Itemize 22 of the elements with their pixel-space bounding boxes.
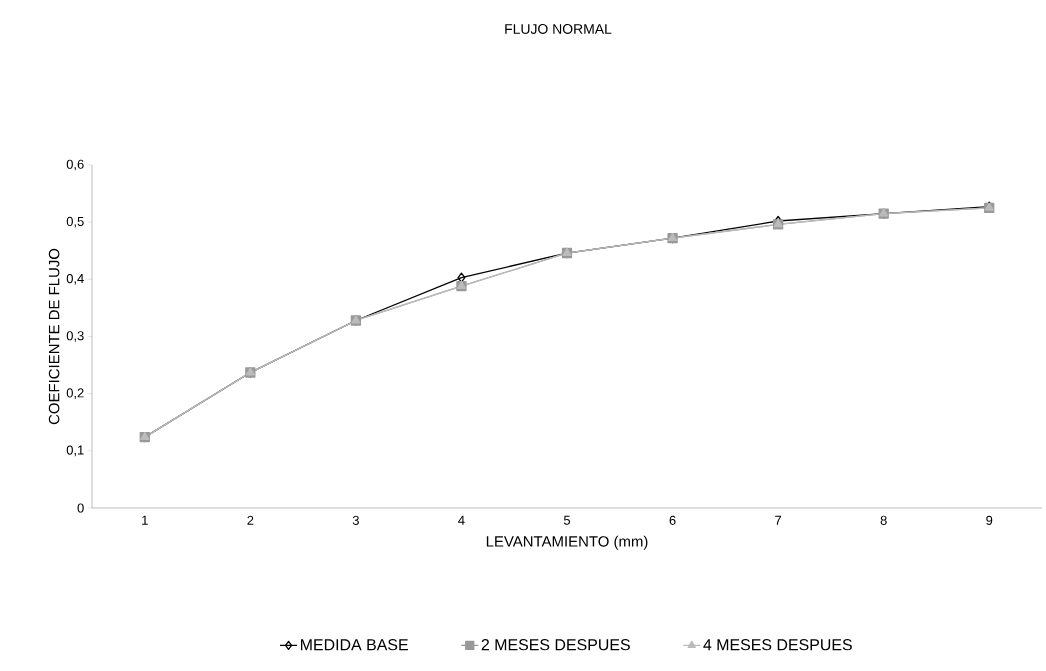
x-tick-label: 6 — [669, 515, 676, 525]
y-tick-label: 0,2 — [66, 388, 84, 399]
x-tick-label: 3 — [352, 515, 359, 525]
x-tick-label: 9 — [986, 515, 993, 525]
y-tick-label: 0,3 — [66, 331, 84, 342]
legend-label: MEDIDA BASE — [300, 639, 408, 651]
y-axis-title: COEFICIENTE DE FLUJO — [48, 248, 60, 425]
x-tick-label: 1 — [142, 515, 148, 525]
y-tick-label: 0,1 — [66, 445, 84, 457]
y-tick-label: 0,5 — [66, 216, 84, 228]
y-tick-label: 0,6 — [66, 159, 84, 171]
x-tick-label: 8 — [880, 515, 887, 525]
chart-title: FLUJO NORMAL — [505, 24, 612, 34]
legend-label: 2 MESES DESPUES — [481, 639, 630, 651]
x-axis-title: LEVANTAMIENTO (mm) — [486, 535, 648, 550]
y-tick-label: 0,4 — [66, 273, 84, 285]
x-tick-label: 5 — [563, 515, 571, 525]
legend-label: 4 MESES DESPUES — [703, 639, 852, 651]
y-tick-label: 0 — [77, 503, 84, 513]
x-tick-label: 4 — [458, 515, 465, 525]
x-tick-label: 2 — [247, 515, 254, 525]
x-tick-label: 7 — [775, 515, 782, 525]
